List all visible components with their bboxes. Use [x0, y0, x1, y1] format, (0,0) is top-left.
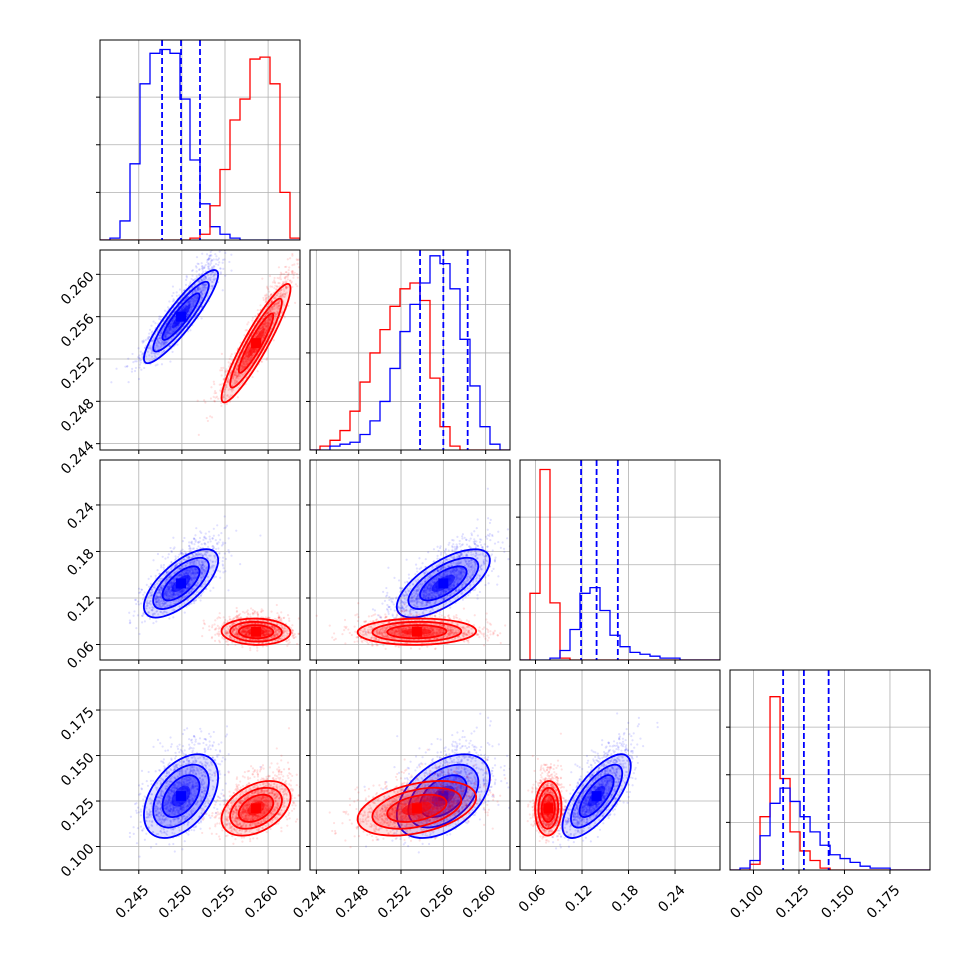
y-tick-label: 0.125 — [58, 795, 98, 835]
histogram-red — [100, 56, 300, 240]
panel-frame — [519, 669, 721, 871]
y-tick-label: 0.248 — [58, 396, 98, 436]
contours-red — [356, 617, 478, 646]
density-peak-blue — [438, 791, 449, 802]
contours-blue — [143, 753, 220, 839]
x-tick-label: 0.245 — [113, 882, 153, 922]
panel-frame — [99, 459, 301, 661]
panel-0-0 — [96, 39, 301, 244]
y-tick-label: 0.06 — [64, 639, 97, 672]
panel-2-0: 0.06 0.12 0.18 0.24 — [64, 459, 301, 672]
x-tick-label: 0.252 — [375, 882, 415, 922]
x-tick-label: 0.125 — [773, 882, 813, 922]
contours-red — [220, 780, 292, 837]
contours-red — [356, 780, 478, 837]
density-peak-red — [251, 338, 262, 349]
histogram-red — [730, 696, 930, 870]
density-peak-red — [411, 803, 422, 814]
contours-blue — [395, 548, 491, 619]
x-tick-label: 0.244 — [290, 882, 330, 922]
density-peak-red — [543, 803, 554, 814]
panel-content — [730, 670, 930, 870]
x-tick-label: 0.248 — [333, 882, 373, 922]
panel-content — [520, 460, 720, 660]
panel-content — [100, 40, 300, 240]
contours-blue — [561, 753, 632, 839]
histogram-blue — [310, 255, 510, 450]
y-tick-label: 0.18 — [64, 546, 97, 579]
y-tick-label: 0.252 — [58, 353, 98, 393]
panel-content — [310, 250, 510, 450]
panel-content — [128, 515, 300, 652]
density-peak-red — [251, 626, 262, 637]
y-tick-label: 0.24 — [64, 499, 97, 532]
panel-frame — [309, 459, 511, 661]
contours-blue — [143, 548, 220, 619]
x-tick-label: 0.256 — [417, 882, 457, 922]
x-tick-label: 0.150 — [818, 882, 858, 922]
x-tick-label: 0.18 — [609, 882, 642, 915]
y-tick-label: 0.175 — [58, 704, 98, 744]
panel-3-2: 0.06 0.12 0.18 0.24 — [516, 669, 721, 916]
panel-content — [526, 712, 659, 850]
histogram-blue — [100, 48, 300, 240]
y-tick-label: 0.260 — [58, 269, 98, 309]
histogram-red — [310, 282, 510, 450]
density-peak-red — [251, 803, 262, 814]
panel-frame — [309, 249, 511, 451]
panel-content — [128, 725, 300, 858]
panel-frame — [99, 249, 301, 451]
density-peak-red — [411, 626, 422, 637]
panel-2-2 — [516, 459, 721, 664]
y-tick-label: 0.244 — [58, 438, 98, 478]
x-tick-label: 0.24 — [655, 882, 688, 915]
histogram-blue — [730, 787, 930, 870]
x-tick-label: 0.260 — [242, 882, 282, 922]
density-peak-blue — [438, 578, 449, 589]
x-tick-label: 0.100 — [727, 882, 767, 922]
y-tick-label: 0.100 — [58, 841, 98, 881]
y-tick-label: 0.150 — [58, 750, 98, 790]
contours-blue — [395, 753, 491, 839]
panel-content — [315, 487, 510, 651]
contours-red — [220, 617, 292, 646]
y-tick-label: 0.256 — [58, 311, 98, 351]
x-tick-label: 0.12 — [562, 882, 595, 915]
x-tick-label: 0.175 — [864, 882, 904, 922]
panel-2-1 — [306, 459, 511, 664]
x-tick-label: 0.255 — [199, 882, 239, 922]
density-peak-blue — [176, 311, 187, 322]
panel-1-1 — [306, 249, 511, 454]
panel-frame — [519, 459, 721, 661]
x-tick-label: 0.250 — [156, 882, 196, 922]
density-peak-blue — [176, 791, 187, 802]
panel-content — [110, 250, 300, 436]
contours-red — [534, 780, 563, 837]
density-peak-blue — [591, 791, 602, 802]
panel-3-1: 0.244 0.248 0.252 0.256 0.260 — [290, 669, 511, 922]
panel-frame — [309, 669, 511, 871]
contours-blue — [143, 269, 220, 365]
contours-red — [220, 282, 292, 404]
panel-content — [328, 712, 510, 854]
panel-frame — [99, 669, 301, 871]
histogram-red — [520, 468, 720, 660]
panel-frame — [99, 39, 301, 241]
x-tick-label: 0.260 — [460, 882, 500, 922]
panel-3-3: 0.100 0.125 0.150 0.175 — [726, 669, 931, 922]
density-peak-blue — [176, 578, 187, 589]
x-tick-label: 0.06 — [516, 882, 549, 915]
panel-frame — [729, 669, 931, 871]
panel-3-0: 0.100 0.125 0.150 0.175 0.245 0.250 0.255 0.260 — [58, 669, 301, 922]
histogram-blue — [520, 586, 720, 660]
y-tick-label: 0.12 — [64, 592, 97, 625]
